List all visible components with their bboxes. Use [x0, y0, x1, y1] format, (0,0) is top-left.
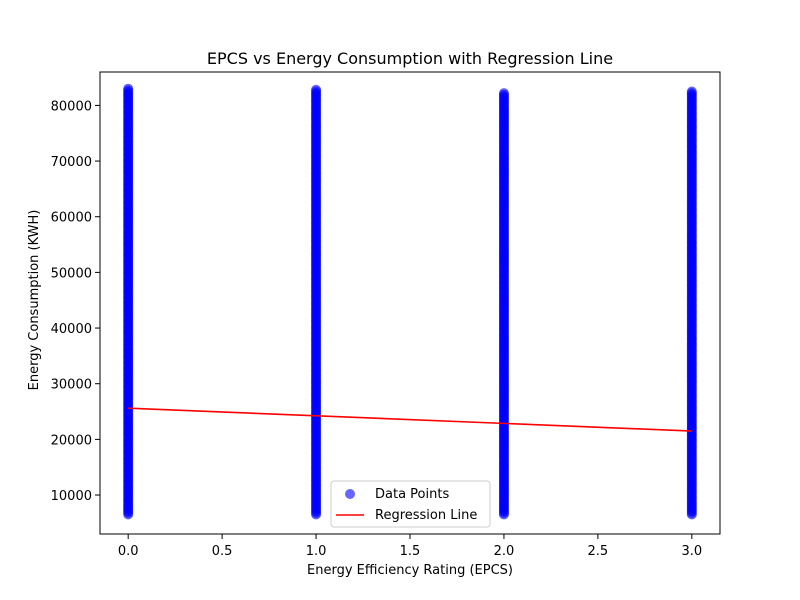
y-tick-label: 50000	[51, 266, 92, 281]
y-tick-label: 70000	[51, 155, 92, 170]
legend-label-data-points: Data Points	[375, 487, 449, 502]
y-tick-label: 80000	[51, 99, 92, 114]
x-tick-label: 0.0	[118, 544, 139, 559]
x-tick-label: 2.5	[588, 544, 609, 559]
data-point	[686, 86, 697, 97]
plot-area: 0.0 0.5 1.0 1.5 2.0 2.5 3.0 10000 20000 30000 4000…	[51, 71, 721, 559]
y-tick-label: 10000	[51, 489, 92, 504]
data-point	[311, 84, 322, 95]
x-tick-label: 1.5	[400, 544, 421, 559]
axes-frame	[99, 71, 721, 535]
y-tick-label: 20000	[51, 433, 92, 448]
legend-label-regression-line: Regression Line	[375, 508, 477, 523]
y-tick-label: 30000	[51, 378, 92, 393]
y-tick-label: 40000	[51, 322, 92, 337]
chart-title: EPCS vs Energy Consumption with Regressi…	[207, 49, 613, 68]
y-tick-label: 60000	[51, 211, 92, 226]
y-axis-label: Energy Consumption (KWH)	[27, 210, 42, 391]
legend: Data Points Regression Line	[330, 480, 491, 528]
data-point	[498, 88, 509, 99]
legend-marker-data-points	[345, 489, 355, 499]
x-axis-label: Energy Efficiency Rating (EPCS)	[307, 563, 513, 578]
x-tick-label: 2.0	[494, 544, 515, 559]
data-point	[123, 83, 134, 94]
legend-box	[330, 480, 491, 528]
scatter-series-data-points	[123, 83, 697, 520]
x-tick-label: 0.5	[212, 544, 233, 559]
x-tick-label: 1.0	[306, 544, 327, 559]
x-tick-label: 3.0	[681, 544, 702, 559]
regression-line	[128, 407, 692, 432]
